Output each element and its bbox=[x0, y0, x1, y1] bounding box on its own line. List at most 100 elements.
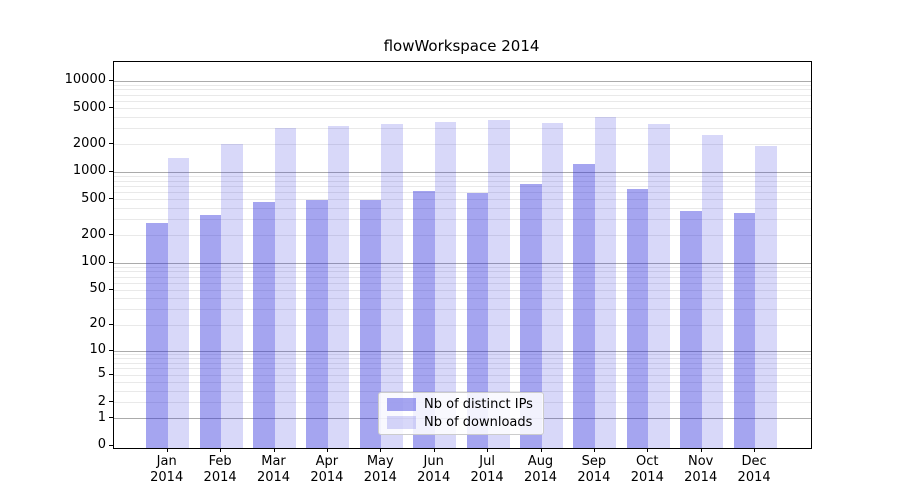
x-axis-tick bbox=[754, 448, 756, 452]
gridline-minor bbox=[114, 390, 811, 392]
gridline-minor bbox=[114, 185, 811, 187]
gridline-major bbox=[114, 350, 811, 352]
gridline-minor bbox=[114, 89, 811, 91]
legend: Nb of distinct IPs Nb of downloads bbox=[378, 392, 544, 435]
y-axis-tick bbox=[109, 417, 113, 418]
y-axis-tick bbox=[109, 234, 113, 236]
gridline-minor bbox=[114, 208, 811, 209]
x-axis-tick bbox=[700, 448, 702, 452]
x-tick-month: Jun bbox=[423, 454, 444, 469]
x-tick-year: 2014 bbox=[363, 470, 397, 485]
gridline-minor bbox=[114, 144, 811, 146]
bar-downloads-aug bbox=[541, 122, 563, 448]
gridline-minor bbox=[114, 100, 811, 102]
x-tick-month: Sep bbox=[581, 454, 607, 469]
y-axis-tick bbox=[109, 288, 113, 290]
x-axis-tick bbox=[540, 448, 542, 452]
y-tick-label: 500 bbox=[81, 190, 106, 206]
x-tick-month: Oct bbox=[636, 454, 659, 469]
gridline-minor bbox=[114, 191, 811, 193]
gridline-minor bbox=[114, 381, 811, 383]
chart-title: flowWorkspace 2014 bbox=[383, 37, 540, 55]
x-tick-label-jan: Jan 2014 bbox=[137, 454, 197, 486]
y-axis-tick bbox=[109, 198, 113, 200]
gridline-minor bbox=[114, 235, 811, 237]
y-tick-label: 0 bbox=[97, 437, 106, 452]
x-axis-tick bbox=[273, 448, 275, 452]
gridline-minor bbox=[114, 180, 811, 182]
x-tick-month: Jul bbox=[479, 454, 495, 469]
y-tick-label: 10000 bbox=[64, 72, 106, 87]
plot-area bbox=[113, 61, 812, 449]
x-tick-month: Apr bbox=[315, 454, 339, 469]
x-axis-tick bbox=[487, 448, 489, 452]
bar-distinct-ips-may bbox=[359, 200, 382, 448]
legend-label-downloads: Nb of downloads bbox=[424, 415, 533, 430]
x-tick-year: 2014 bbox=[256, 470, 291, 485]
gridline-minor bbox=[114, 266, 811, 268]
gridline-minor bbox=[114, 175, 811, 177]
y-tick-label: 2 bbox=[97, 393, 106, 409]
x-tick-month: Jan bbox=[156, 454, 177, 469]
y-axis-tick bbox=[109, 444, 113, 446]
gridline-minor bbox=[114, 368, 811, 370]
legend-swatch-downloads bbox=[387, 416, 416, 429]
x-tick-month: Feb bbox=[208, 454, 232, 469]
bar-downloads-mar bbox=[274, 127, 296, 448]
bar-distinct-ips-jun bbox=[413, 190, 435, 448]
bar-downloads-feb bbox=[221, 144, 243, 448]
x-tick-label-oct: Oct 2014 bbox=[617, 454, 677, 486]
bar-downloads-nov bbox=[701, 134, 724, 448]
x-tick-month: Mar bbox=[261, 454, 286, 469]
bar-distinct-ips-sep bbox=[573, 163, 595, 448]
y-tick-label: 10 bbox=[89, 342, 106, 357]
gridline-minor bbox=[114, 354, 811, 356]
x-tick-label-jun: Jun 2014 bbox=[404, 454, 464, 486]
bar-downloads-dec bbox=[755, 146, 777, 448]
bar-downloads-sep bbox=[594, 116, 617, 448]
bar-distinct-ips-apr bbox=[306, 199, 328, 448]
x-tick-month: Nov bbox=[688, 454, 714, 469]
y-tick-label: 5000 bbox=[72, 99, 106, 115]
y-tick-label: 200 bbox=[81, 226, 106, 242]
x-tick-year: 2014 bbox=[470, 470, 504, 485]
x-tick-year: 2014 bbox=[523, 470, 558, 485]
x-tick-year: 2014 bbox=[417, 470, 451, 485]
x-axis-tick bbox=[380, 448, 382, 452]
y-axis-tick bbox=[109, 170, 113, 172]
bar-downloads-jul bbox=[488, 120, 510, 448]
bar-downloads-oct bbox=[648, 123, 670, 448]
bar-distinct-ips-jan bbox=[146, 222, 168, 448]
legend-label-distinct-ips: Nb of distinct IPs bbox=[424, 397, 533, 412]
gridline-minor bbox=[114, 374, 811, 376]
y-tick-label: 20 bbox=[89, 316, 106, 332]
gridline-minor bbox=[114, 219, 811, 221]
legend-item-distinct-ips: Nb of distinct IPs bbox=[379, 397, 543, 412]
x-tick-year: 2014 bbox=[203, 470, 237, 485]
x-tick-month: Aug bbox=[527, 454, 554, 469]
x-tick-label-may: May 2014 bbox=[350, 454, 410, 486]
x-tick-label-nov: Nov 2014 bbox=[671, 454, 731, 486]
legend-item-downloads: Nb of downloads bbox=[379, 415, 543, 430]
gridline-major bbox=[114, 80, 811, 82]
bar-distinct-ips-feb bbox=[199, 215, 222, 448]
gridline-minor bbox=[114, 84, 811, 86]
bar-distinct-ips-mar bbox=[253, 202, 275, 448]
x-axis-tick bbox=[220, 448, 222, 452]
gridline-minor bbox=[114, 298, 811, 300]
x-tick-year: 2014 bbox=[150, 470, 184, 485]
gridline-minor bbox=[114, 282, 811, 284]
gridline-minor bbox=[114, 94, 811, 96]
legend-swatch-distinct-ips bbox=[387, 398, 416, 411]
gridline-minor bbox=[114, 309, 811, 311]
x-tick-year: 2014 bbox=[310, 470, 344, 485]
bar-distinct-ips-dec bbox=[733, 213, 756, 448]
x-tick-label-jul: Jul 2014 bbox=[457, 454, 517, 486]
gridline-minor bbox=[114, 358, 811, 360]
x-tick-label-aug: Aug 2014 bbox=[511, 454, 571, 486]
gridline-minor bbox=[114, 289, 811, 291]
x-axis-tick bbox=[166, 448, 168, 452]
gridline-minor bbox=[114, 276, 811, 278]
y-tick-label: 2000 bbox=[72, 135, 106, 151]
